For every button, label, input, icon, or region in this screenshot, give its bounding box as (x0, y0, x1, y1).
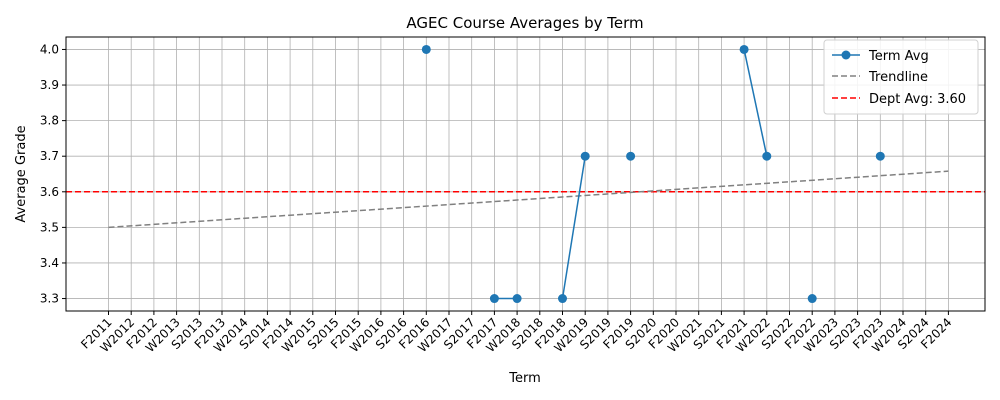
y-tick-label: 3.3 (40, 292, 59, 306)
chart-title: AGEC Course Averages by Term (406, 14, 643, 32)
legend-marker-term-avg (841, 50, 851, 60)
y-tick-label: 4.0 (40, 42, 59, 56)
term-avg-point (489, 294, 499, 304)
plot-area (66, 44, 985, 304)
y-tick-label: 3.9 (40, 78, 59, 92)
term-avg-point (762, 151, 772, 161)
y-tick-label: 3.4 (40, 256, 59, 270)
term-avg-point (421, 44, 431, 54)
y-tick-label: 3.8 (40, 114, 59, 128)
term-avg-point (626, 151, 636, 161)
legend-label-dept-avg: Dept Avg: 3.60 (869, 92, 966, 107)
term-avg-point (739, 44, 749, 54)
y-axis-title: Average Grade (14, 125, 29, 222)
trendline (108, 170, 949, 229)
term-avg-point (558, 294, 567, 304)
term-avg-point (807, 294, 817, 304)
term-avg-segment (743, 49, 768, 157)
legend-label-trendline: Trendline (868, 70, 928, 85)
legend-box (823, 39, 979, 115)
plot-frame (65, 36, 986, 312)
term-avg-point (875, 151, 885, 161)
term-avg-point (512, 294, 522, 304)
term-avg-point (580, 151, 590, 161)
legend: Term Avg Trendline Dept Avg: 3.60 (823, 39, 979, 115)
y-axis: 3.3 3.4 3.5 3.6 3.7 3.8 3.9 4.0 (40, 42, 66, 306)
y-tick-label: 3.7 (40, 149, 59, 163)
y-tick-label: 3.6 (40, 185, 59, 199)
y-tick-label: 3.5 (40, 220, 59, 234)
term-avg-segment (561, 156, 586, 299)
legend-label-term-avg: Term Avg (868, 49, 929, 64)
x-axis-title: Term (508, 371, 541, 386)
